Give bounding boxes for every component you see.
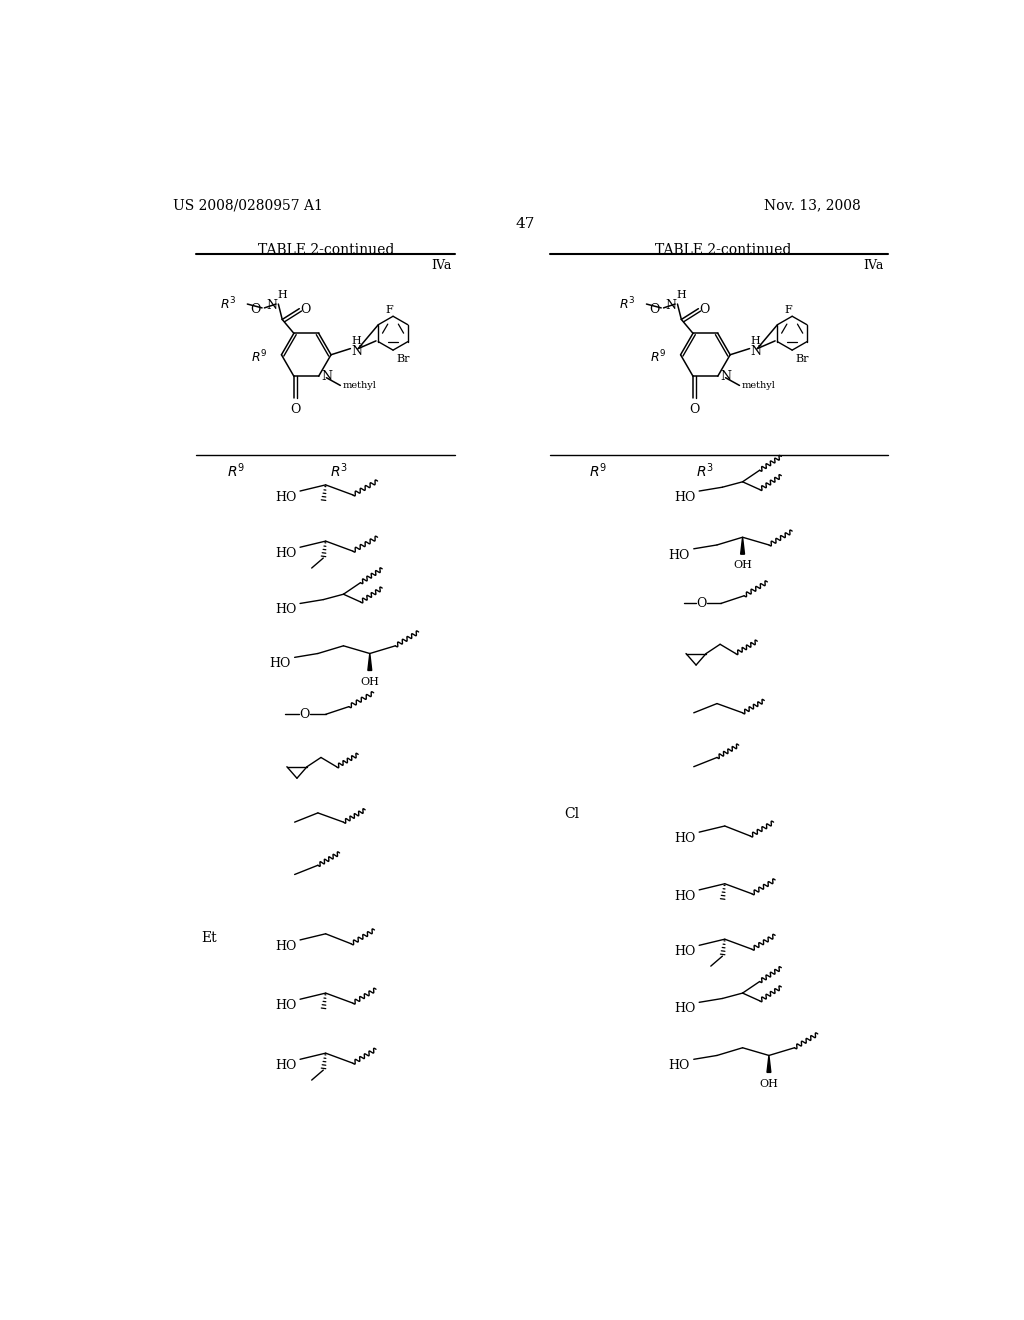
Text: TABLE 2-continued: TABLE 2-continued bbox=[258, 243, 394, 257]
Text: F: F bbox=[784, 305, 793, 315]
Text: HO: HO bbox=[674, 945, 695, 958]
Text: 47: 47 bbox=[515, 216, 535, 231]
Text: N: N bbox=[751, 345, 761, 358]
Text: HO: HO bbox=[274, 603, 296, 616]
Text: HO: HO bbox=[274, 999, 296, 1012]
Text: H: H bbox=[751, 337, 760, 346]
Text: IVa: IVa bbox=[863, 259, 884, 272]
Text: N: N bbox=[351, 345, 362, 358]
Text: N: N bbox=[720, 370, 731, 383]
Text: HO: HO bbox=[674, 1002, 695, 1015]
Text: OH: OH bbox=[733, 561, 752, 570]
Text: H: H bbox=[351, 337, 360, 346]
Text: HO: HO bbox=[669, 549, 690, 562]
Text: HO: HO bbox=[274, 548, 296, 560]
Text: HO: HO bbox=[274, 940, 296, 953]
Text: $R^3$: $R^3$ bbox=[620, 296, 636, 313]
Text: TABLE 2-continued: TABLE 2-continued bbox=[655, 243, 792, 257]
Text: methyl: methyl bbox=[343, 381, 377, 389]
Text: O: O bbox=[300, 302, 310, 315]
Text: $R^3$: $R^3$ bbox=[220, 296, 237, 313]
Text: HO: HO bbox=[674, 491, 695, 504]
Text: O: O bbox=[696, 597, 707, 610]
Text: N: N bbox=[321, 370, 332, 383]
Text: HO: HO bbox=[269, 657, 291, 671]
Text: HO: HO bbox=[674, 832, 695, 845]
Text: O: O bbox=[250, 304, 260, 315]
Text: H: H bbox=[677, 290, 686, 300]
Text: O: O bbox=[699, 302, 710, 315]
Text: HO: HO bbox=[669, 1059, 690, 1072]
Text: HO: HO bbox=[274, 491, 296, 504]
Polygon shape bbox=[740, 537, 744, 554]
Text: HO: HO bbox=[674, 890, 695, 903]
Text: $R^9$: $R^9$ bbox=[650, 348, 667, 366]
Text: methyl: methyl bbox=[741, 381, 775, 389]
Text: $R^9$: $R^9$ bbox=[590, 461, 607, 479]
Text: O: O bbox=[290, 403, 301, 416]
Text: Nov. 13, 2008: Nov. 13, 2008 bbox=[764, 198, 860, 213]
Text: IVa: IVa bbox=[431, 259, 452, 272]
Text: H: H bbox=[278, 290, 287, 300]
Text: N: N bbox=[266, 300, 278, 312]
Polygon shape bbox=[368, 653, 372, 671]
Text: OH: OH bbox=[760, 1078, 778, 1089]
Text: OH: OH bbox=[360, 677, 379, 686]
Polygon shape bbox=[767, 1056, 771, 1072]
Text: Br: Br bbox=[796, 354, 809, 364]
Text: Cl: Cl bbox=[564, 807, 580, 821]
Text: F: F bbox=[385, 305, 393, 315]
Text: O: O bbox=[689, 403, 699, 416]
Text: Et: Et bbox=[202, 931, 217, 945]
Text: N: N bbox=[666, 300, 677, 312]
Text: $R^9$: $R^9$ bbox=[251, 348, 267, 366]
Text: O: O bbox=[299, 708, 310, 721]
Text: $R^3$: $R^3$ bbox=[330, 461, 348, 479]
Text: HO: HO bbox=[274, 1059, 296, 1072]
Text: $R^9$: $R^9$ bbox=[227, 461, 246, 479]
Text: $R^3$: $R^3$ bbox=[696, 461, 715, 479]
Text: Br: Br bbox=[396, 354, 410, 364]
Text: O: O bbox=[649, 304, 659, 315]
Text: US 2008/0280957 A1: US 2008/0280957 A1 bbox=[173, 198, 323, 213]
